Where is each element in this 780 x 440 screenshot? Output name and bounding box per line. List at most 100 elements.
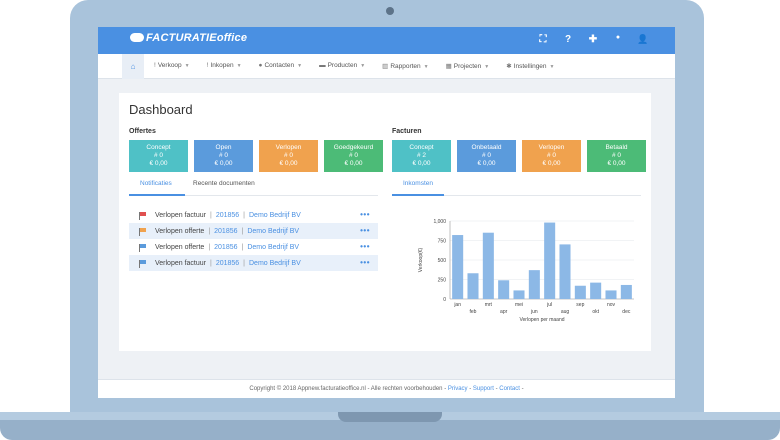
chevron-down-icon: ▼ <box>184 63 190 69</box>
notification-type: Verlopen factuur <box>155 211 206 219</box>
tile-count: # 0 <box>546 152 557 159</box>
tile-count: # 0 <box>218 152 229 159</box>
tile-name: Open <box>215 144 232 151</box>
home-icon[interactable]: ⌂ <box>122 53 144 79</box>
notification-row[interactable]: Verlopen offerte | 201856 | Demo Bedrijf BV •… <box>129 239 378 255</box>
notification-type: Verlopen factuur <box>155 259 206 267</box>
facturen-tile-verlopen[interactable]: Verlopen # 0 € 0,00 <box>522 140 581 172</box>
footer-contact-link[interactable]: Contact <box>499 386 520 392</box>
menu-item-inkopen[interactable]: ! Inkopen ▼ <box>207 62 242 70</box>
plus-icon[interactable]: ✚ <box>588 34 598 45</box>
x-tick-label: mrt <box>485 302 493 308</box>
tile-name: Verlopen <box>538 144 565 151</box>
chevron-down-icon: ▼ <box>297 63 303 69</box>
more-options-icon[interactable]: ••• <box>360 210 370 219</box>
footer-sep: - <box>444 386 447 392</box>
tile-count: # 0 <box>153 152 164 159</box>
offertes-tile-open[interactable]: Open # 0 € 0,00 <box>194 140 253 172</box>
offertes-tile-verlopen[interactable]: Verlopen # 0 € 0,00 <box>259 140 318 172</box>
menu-label: Producten <box>327 62 358 69</box>
bell-icon[interactable]: ● <box>615 34 621 41</box>
footer-support-link[interactable]: Support <box>472 386 494 392</box>
webcam <box>386 7 394 15</box>
screen: FACTURATIEoffice ⛶ ? ✚ ● 👤 ⌂ ! Verkoop ▼! I… <box>98 27 675 398</box>
menu-label: Contacten <box>264 62 295 69</box>
more-options-icon[interactable]: ••• <box>360 226 370 235</box>
tile-name: Concept <box>146 144 171 151</box>
menu-item-contacten[interactable]: ● Contacten ▼ <box>259 62 303 70</box>
x-tick-label: feb <box>470 309 477 315</box>
separator: | <box>241 243 244 251</box>
menu-item-verkoop[interactable]: ! Verkoop ▼ <box>154 62 190 70</box>
tile-amount: € 0,00 <box>477 160 496 167</box>
footer-privacy-link[interactable]: Privacy <box>447 386 468 392</box>
help-icon[interactable]: ? <box>564 34 572 45</box>
x-tick-label: dec <box>622 309 631 315</box>
bar-sep <box>574 285 586 299</box>
tile-amount: € 0,00 <box>279 160 298 167</box>
menu-item-instellingen[interactable]: ✱ Instellingen ▼ <box>506 62 554 70</box>
active-tab-indicator-right <box>392 194 444 196</box>
menu-icon: ! <box>206 62 209 69</box>
more-options-icon[interactable]: ••• <box>360 258 370 267</box>
top-icons: ⛶ ? ✚ ● 👤 <box>537 34 649 45</box>
bar-jun <box>528 270 540 299</box>
notification-row[interactable]: Verlopen offerte | 201856 | Demo Bedrijf BV •… <box>129 223 378 239</box>
footer: Copyright © 2018 Appnew.facturatieoffice… <box>98 379 675 398</box>
tile-name: Onbetaald <box>471 144 502 151</box>
footer-rights: Alle rechten voorbehouden <box>370 386 443 392</box>
tab-recente-documenten[interactable]: Recente documenten <box>193 180 255 187</box>
document-number-link[interactable]: 201856 <box>214 227 238 235</box>
facturen-tile-betaald[interactable]: Betaald # 0 € 0,00 <box>587 140 646 172</box>
menu-label: Projecten <box>453 63 482 70</box>
income-chart-svg: 0 250 500 750 1,000 jan feb mrt apr mei jun jul augs… <box>418 219 634 323</box>
bar-jan <box>452 235 464 299</box>
chevron-down-icon: ▼ <box>549 64 555 70</box>
menu-item-projecten[interactable]: ▦ Projecten ▼ <box>446 62 490 70</box>
menu-icon: ● <box>258 62 263 69</box>
tab-notificaties[interactable]: Notificaties <box>140 180 172 187</box>
more-options-icon[interactable]: ••• <box>360 242 370 251</box>
facturen-tile-onbetaald[interactable]: Onbetaald # 0 € 0,00 <box>457 140 516 172</box>
footer-sep: - <box>367 386 370 392</box>
app-logo[interactable]: FACTURATIEoffice <box>130 32 247 44</box>
bar-mei <box>513 290 525 299</box>
notification-row[interactable]: Verlopen factuur | 201856 | Demo Bedrijf BV •… <box>129 207 378 223</box>
expand-icon[interactable]: ⛶ <box>539 34 547 45</box>
offertes-tile-concept[interactable]: Concept # 0 € 0,00 <box>129 140 188 172</box>
tile-count: # 2 <box>416 152 427 159</box>
offertes-tiles: Concept # 0 € 0,00 Open # 0 € 0,00 Verlopen # 0… <box>129 140 383 172</box>
document-number-link[interactable]: 201856 <box>214 243 238 251</box>
user-settings-icon[interactable]: 👤 <box>637 34 649 44</box>
offertes-tile-goedgekeurd[interactable]: Goedgekeurd # 0 € 0,00 <box>324 140 383 172</box>
notification-type: Verlopen offerte <box>155 243 205 251</box>
bar-aug <box>559 244 571 299</box>
company-link[interactable]: Demo Bedrijf BV <box>249 259 301 267</box>
menu-item-producten[interactable]: ▬ Producten ▼ <box>319 62 365 70</box>
y-axis-label: Verkoop(€) <box>418 247 424 272</box>
footer-sep: - <box>469 386 472 392</box>
tile-amount: € 0,00 <box>412 160 431 167</box>
company-link[interactable]: Demo Bedrijf BV <box>249 211 301 219</box>
y-tick-label: 500 <box>438 258 447 264</box>
tile-name: Verlopen <box>275 144 302 151</box>
tab-inkomsten[interactable]: Inkomsten <box>403 180 433 187</box>
x-tick-label: okt <box>592 309 599 315</box>
company-link[interactable]: Demo Bedrijf BV <box>247 243 300 251</box>
facturen-tile-concept[interactable]: Concept # 2 € 0,00 <box>392 140 451 172</box>
tile-amount: € 0,00 <box>214 160 233 167</box>
document-number-link[interactable]: 201856 <box>215 259 240 267</box>
menu-icon: ▥ <box>382 63 389 70</box>
tile-count: # 0 <box>481 152 492 159</box>
notifications-list: Verlopen factuur | 201856 | Demo Bedrijf BV •… <box>129 207 378 271</box>
footer-sep: - <box>521 386 524 392</box>
menu-label: Rapporten <box>390 63 421 70</box>
bar-mrt <box>482 232 494 299</box>
document-number-link[interactable]: 201856 <box>215 211 240 219</box>
notification-row[interactable]: Verlopen factuur | 201856 | Demo Bedrijf BV •… <box>129 255 378 271</box>
company-link[interactable]: Demo Bedrijf BV <box>247 227 300 235</box>
x-tick-label: jan <box>453 302 461 308</box>
flag-icon <box>139 244 146 252</box>
x-tick-label: mei <box>515 302 523 308</box>
menu-item-rapporten[interactable]: ▥ Rapporten ▼ <box>382 62 428 70</box>
